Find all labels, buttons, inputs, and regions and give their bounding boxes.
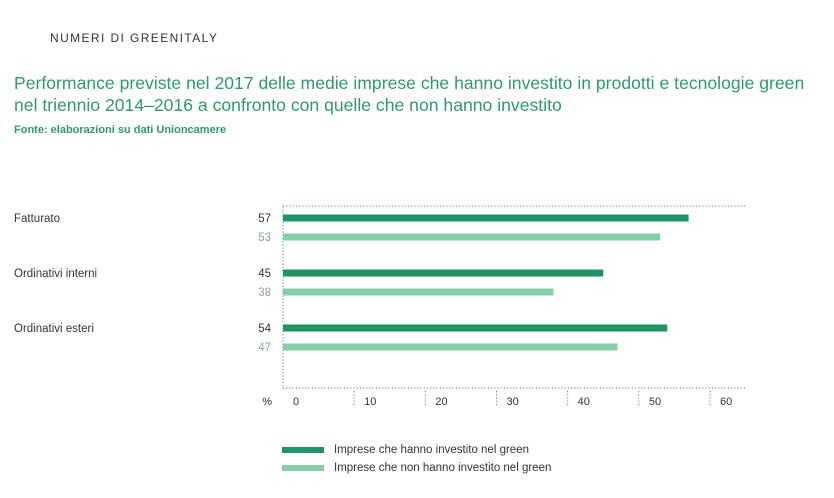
bar-value-label: 38 [258, 287, 271, 299]
bar-non-green [283, 233, 661, 241]
legend-label-non-green: Imprese che non hanno investito nel gree… [334, 462, 552, 474]
x-tick-label: 0 [293, 396, 299, 408]
x-tick-label: 60 [720, 396, 732, 408]
legend-item-non-green: Imprese che non hanno investito nel gree… [282, 459, 551, 477]
bar-value-label: 47 [258, 342, 271, 354]
x-tick-label: 40 [578, 396, 590, 408]
x-tick-label: 10 [364, 396, 376, 408]
x-axis-unit: % [262, 396, 272, 408]
legend-label-green: Imprese che hanno investito nel green [334, 444, 529, 456]
bar-value-label: 54 [258, 323, 271, 335]
category-label: Ordinativi interni [14, 268, 97, 280]
bar-green [283, 269, 604, 277]
legend-swatch-dark [282, 447, 324, 453]
bar-non-green [283, 288, 554, 296]
bar-value-label: 53 [258, 232, 271, 244]
x-tick-label: 50 [649, 396, 661, 408]
category-label: Ordinativi esteri [14, 323, 94, 335]
category-label: Fatturato [14, 213, 60, 225]
legend-swatch-light [282, 465, 324, 471]
chart-source: Fonte: elaborazioni su dati Unioncamere [14, 124, 227, 136]
chart-title: Performance previste nel 2017 delle medi… [14, 73, 805, 115]
bar-green [283, 214, 689, 222]
section-label: NUMERI DI GREENITALY [50, 31, 219, 45]
bar-value-label: 45 [258, 268, 271, 280]
bar-value-label: 57 [258, 213, 271, 225]
bar-non-green [283, 343, 618, 351]
legend-item-green: Imprese che hanno investito nel green [282, 441, 551, 459]
x-tick-label: 30 [507, 396, 519, 408]
legend: Imprese che hanno investito nel green Im… [282, 441, 551, 477]
x-tick-label: 20 [435, 396, 447, 408]
bar-green [283, 324, 668, 332]
